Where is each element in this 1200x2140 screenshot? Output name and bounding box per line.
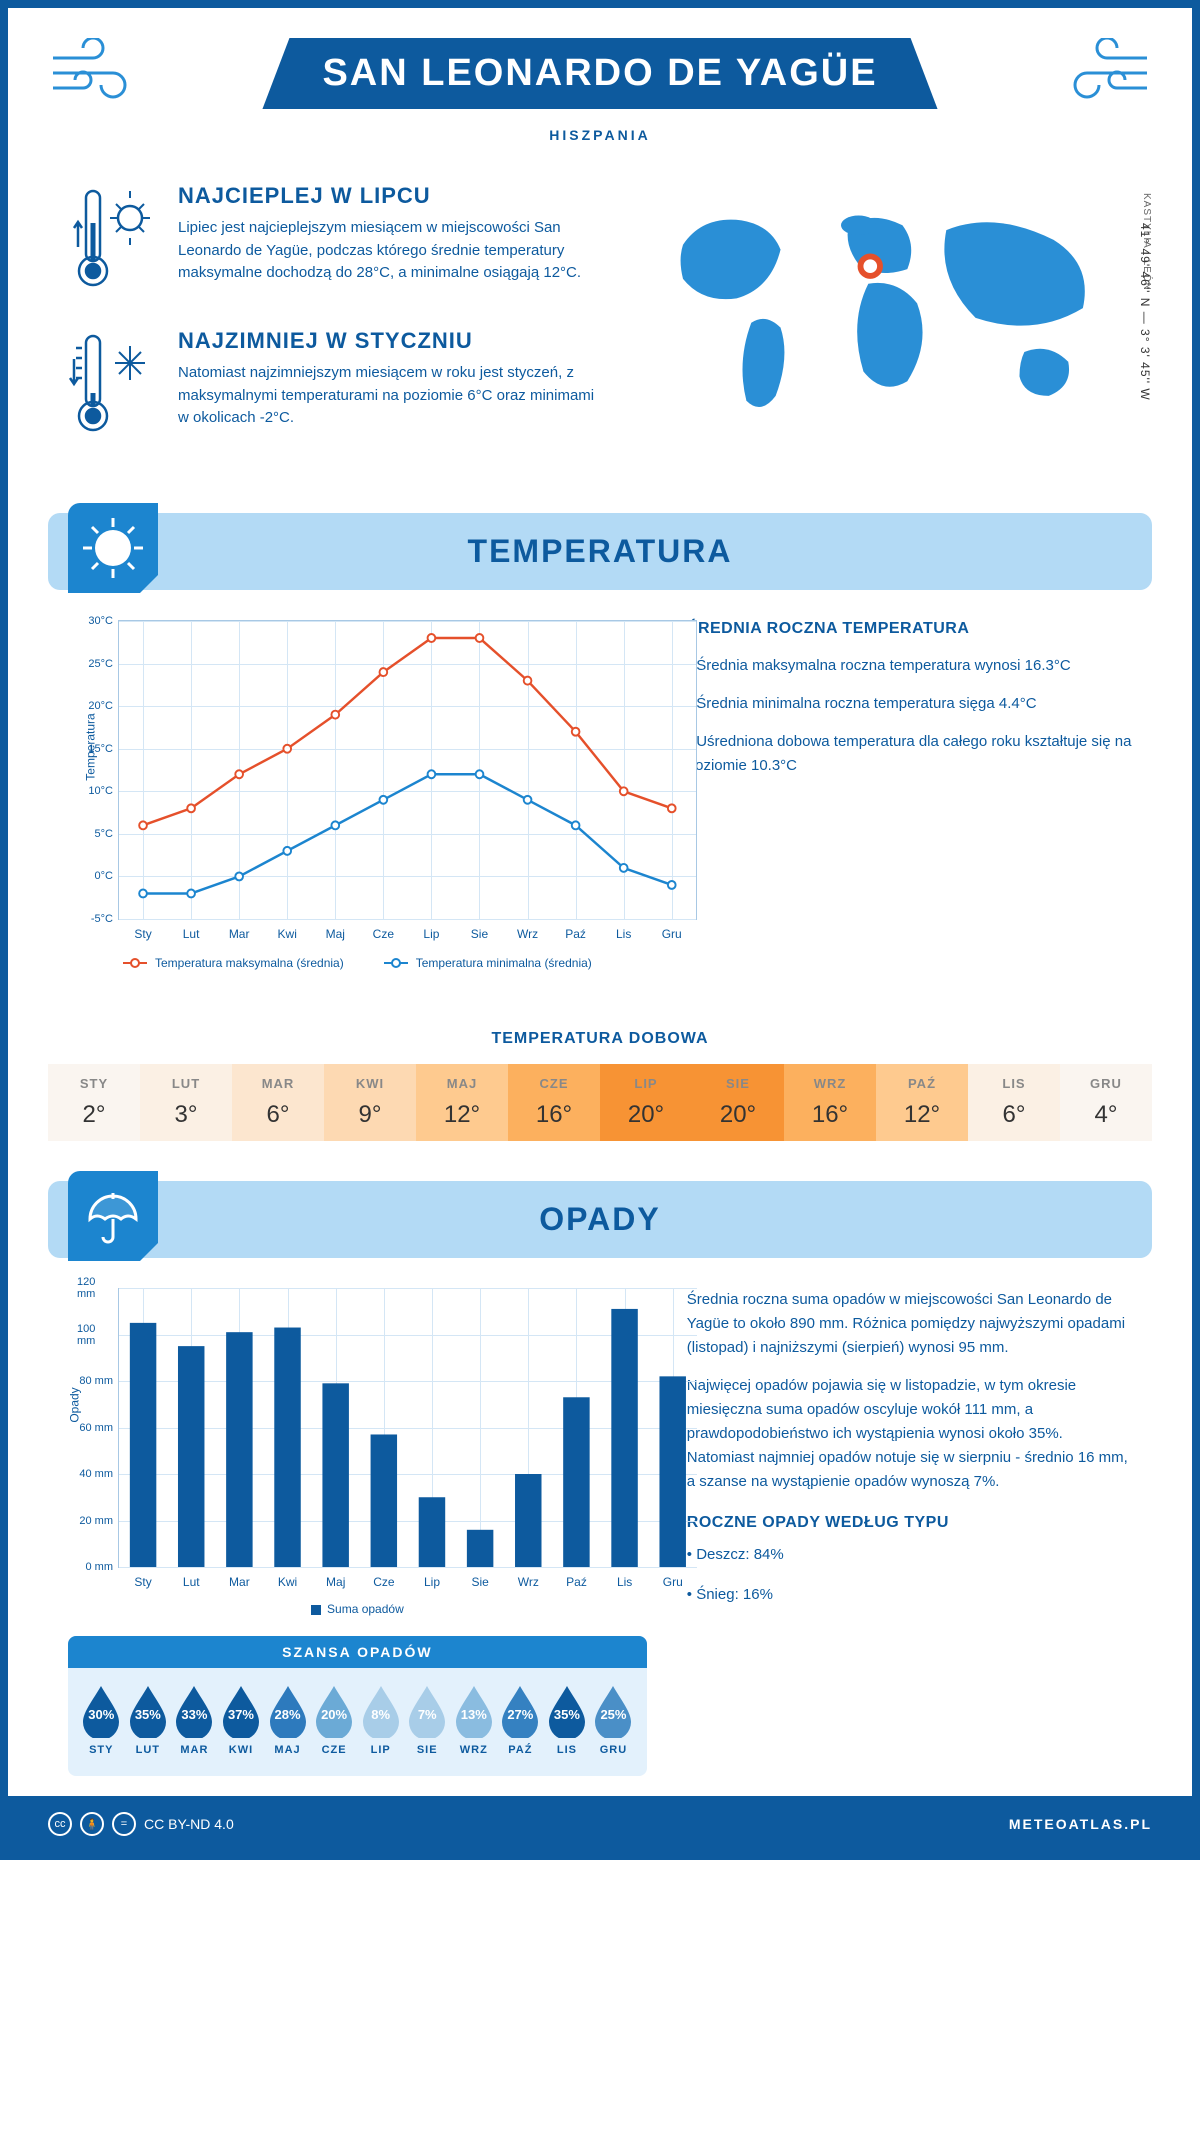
chance-block: SZANSA OPADÓW 30%STY35%LUT33%MAR37%KWI28… [68,1636,647,1776]
nd-icon: = [112,1812,136,1836]
sun-icon [68,503,158,593]
legend-min: Temperatura minimalna (średnia) [416,956,592,970]
daily-cell: GRU4° [1060,1064,1152,1141]
temp-info-title: ŚREDNIA ROCZNA TEMPERATURA [687,620,1132,638]
thermometer-hot-icon [68,183,158,298]
precip-text-1: Średnia roczna suma opadów w miejscowośc… [687,1288,1132,1360]
temp-info-line: • Średnia maksymalna roczna temperatura … [687,654,1132,678]
cold-title: NAJZIMNIEJ W STYCZNIU [178,328,604,354]
precip-type-line: • Deszcz: 84% [687,1542,1132,1568]
wind-icon [48,38,148,121]
cold-fact: NAJZIMNIEJ W STYCZNIU Natomiast najzimni… [68,328,604,443]
temperature-line-chart: Temperatura -5°C0°C5°C10°C15°C20°C25°C30… [118,620,697,920]
chance-drop: 27%PAŹ [497,1682,544,1756]
chance-drop: 28%MAJ [264,1682,311,1756]
daily-cell: LIP20° [600,1064,692,1141]
coords-label: 41° 49' 46'' N — 3° 3' 45'' W [1138,223,1152,401]
daily-cell: CZE16° [508,1064,600,1141]
license-block: cc 🧍 = CC BY-ND 4.0 [48,1812,234,1836]
umbrella-icon [68,1171,158,1261]
precipitation-section-header: OPADY [48,1181,1152,1258]
temp-info-line: • Średnia minimalna roczna temperatura s… [687,692,1132,716]
country-label: HISZPANIA [48,127,1152,143]
daily-cell: LUT3° [140,1064,232,1141]
cold-text: Natomiast najzimniejszym miesiącem w rok… [178,362,604,430]
daily-cell: MAR6° [232,1064,324,1141]
chance-drop: 20%CZE [311,1682,358,1756]
chance-drop: 35%LIS [544,1682,591,1756]
daily-cell: KWI9° [324,1064,416,1141]
chance-drop: 7%SIE [404,1682,451,1756]
daily-cell: LIS6° [968,1064,1060,1141]
daily-temp-grid: STY2°LUT3°MAR6°KWI9°MAJ12°CZE16°LIP20°SI… [48,1064,1152,1141]
precip-legend: Suma opadów [68,1602,647,1616]
temp-legend: Temperatura maksymalna (średnia) Tempera… [68,956,647,970]
temperature-section-header: TEMPERATURA [48,513,1152,590]
thermometer-cold-icon [68,328,158,443]
daily-temp-title: TEMPERATURA DOBOWA [8,1030,1192,1048]
page-container: SAN LEONARDO DE YAGÜE HISZPANIA NAJCIEPL… [0,0,1200,1860]
city-title: SAN LEONARDO DE YAGÜE [262,38,937,109]
hot-fact: NAJCIEPLEJ W LIPCU Lipiec jest najcieple… [68,183,604,298]
precipitation-bar-chart: Opady 0 mm20 mm40 mm60 mm80 mm100 mm120 … [118,1288,697,1568]
page-footer: cc 🧍 = CC BY-ND 4.0 METEOATLAS.PL [8,1796,1192,1852]
license-text: CC BY-ND 4.0 [144,1816,234,1832]
precip-type-title: ROCZNE OPADY WEDŁUG TYPU [687,1514,1132,1532]
by-icon: 🧍 [80,1812,104,1836]
precip-text-2: Najwięcej opadów pojawia się w listopadz… [687,1374,1132,1494]
daily-cell: STY2° [48,1064,140,1141]
hot-text: Lipiec jest najcieplejszym miesiącem w m… [178,217,604,285]
daily-cell: WRZ16° [784,1064,876,1141]
chance-drop: 25%GRU [590,1682,637,1756]
precipitation-title: OPADY [78,1201,1122,1238]
precip-type-line: • Śnieg: 16% [687,1582,1132,1608]
legend-max: Temperatura maksymalna (średnia) [155,956,344,970]
chance-title: SZANSA OPADÓW [68,1636,647,1668]
chance-drop: 35%LUT [125,1682,172,1756]
temperature-title: TEMPERATURA [78,533,1122,570]
site-name: METEOATLAS.PL [1009,1816,1152,1832]
chance-drop: 13%WRZ [451,1682,498,1756]
daily-cell: SIE20° [692,1064,784,1141]
hot-title: NAJCIEPLEJ W LIPCU [178,183,604,209]
chance-drop: 30%STY [78,1682,125,1756]
page-header: SAN LEONARDO DE YAGÜE HISZPANIA [8,8,1192,153]
daily-cell: PAŹ12° [876,1064,968,1141]
intro-section: NAJCIEPLEJ W LIPCU Lipiec jest najcieple… [8,153,1192,513]
world-map [644,183,1132,443]
wind-icon [1052,38,1152,121]
chance-drop: 33%MAR [171,1682,218,1756]
daily-cell: MAJ12° [416,1064,508,1141]
cc-icon: cc [48,1812,72,1836]
chance-drop: 37%KWI [218,1682,265,1756]
temp-info-line: • Uśredniona dobowa temperatura dla całe… [687,730,1132,778]
chance-drop: 8%LIP [357,1682,404,1756]
